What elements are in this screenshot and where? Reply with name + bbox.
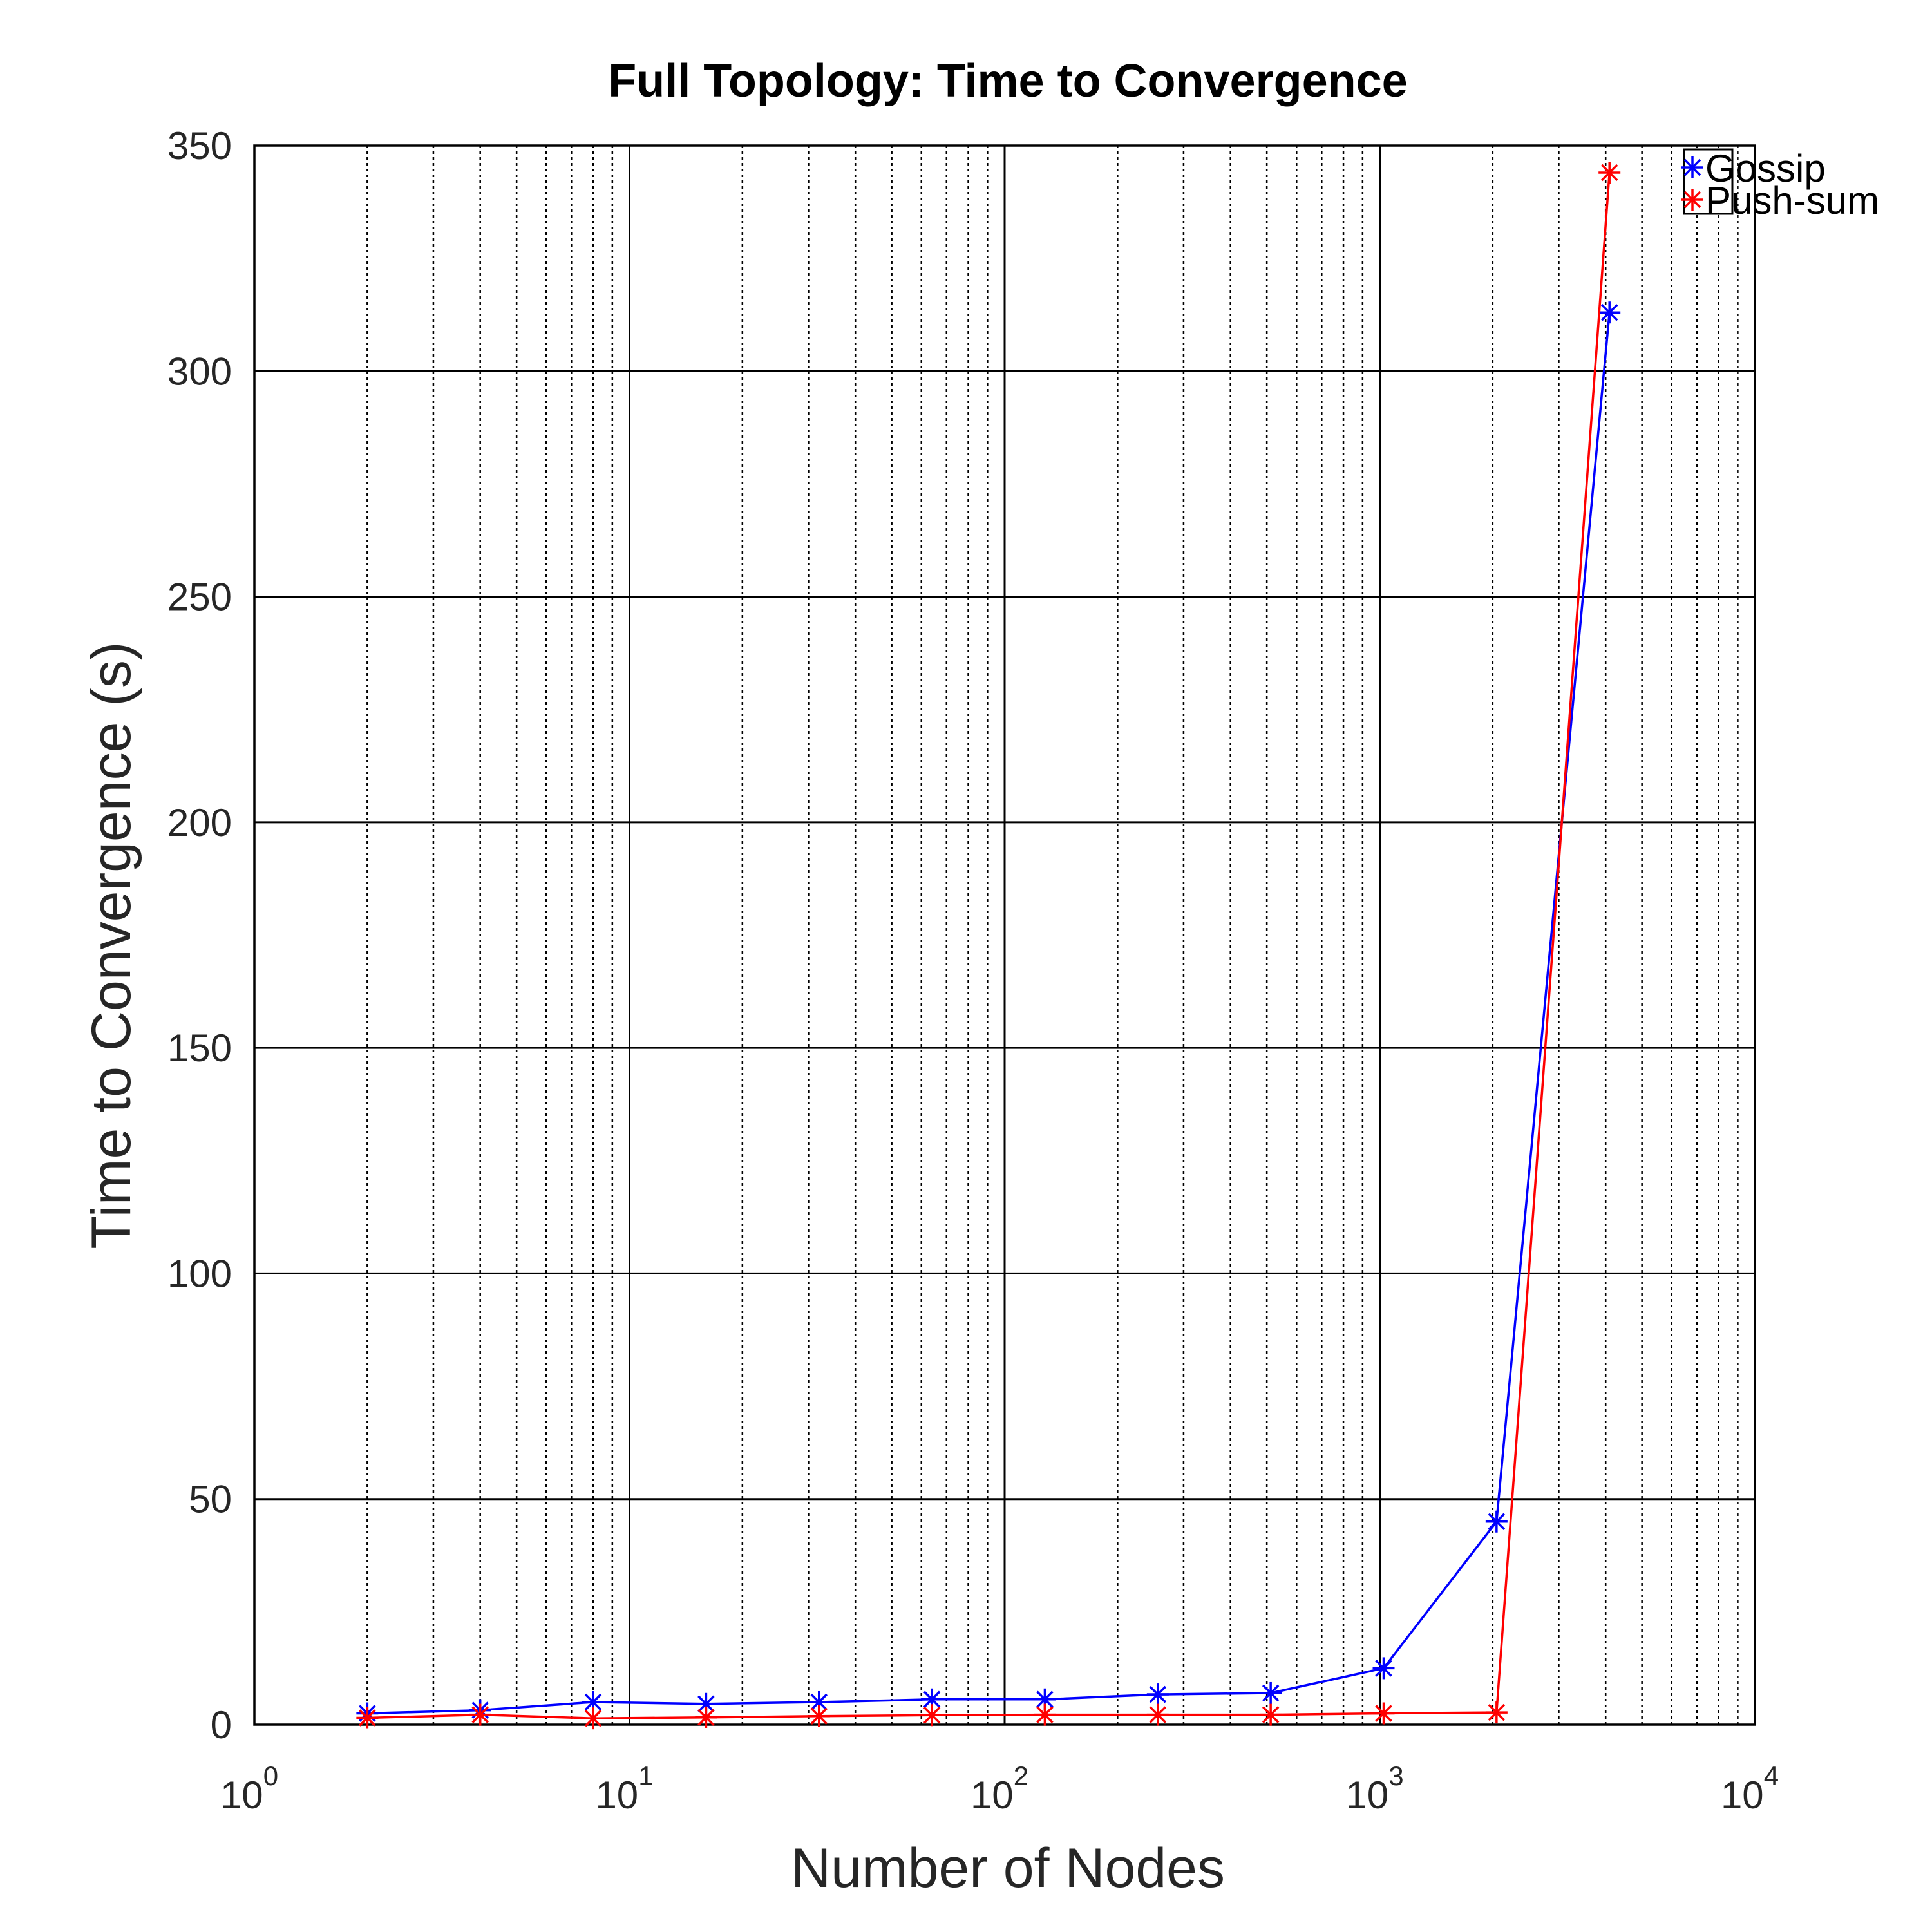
y-tick-label: 0 bbox=[211, 1703, 232, 1747]
chart-title: Full Topology: Time to Convergence bbox=[608, 55, 1407, 107]
y-tick-label: 100 bbox=[167, 1252, 232, 1295]
data-point-gossip bbox=[695, 1692, 717, 1715]
x-axis-ticks: 100 101 102 103 104 bbox=[220, 1761, 1779, 1817]
data-point-gossip bbox=[1372, 1657, 1395, 1680]
data-point-push-sum bbox=[1372, 1702, 1395, 1725]
data-point-push-sum bbox=[808, 1705, 830, 1727]
data-point-push-sum bbox=[695, 1706, 717, 1728]
series-line-push-sum bbox=[367, 172, 1611, 1719]
x-tick-label: 100 bbox=[220, 1761, 278, 1817]
y-axis-ticks: 0 50 100 150 200 250 300 350 bbox=[167, 124, 232, 1747]
data-point-push-sum bbox=[1146, 1703, 1169, 1726]
series-layer bbox=[356, 162, 1621, 1730]
y-tick-label: 350 bbox=[167, 124, 232, 167]
y-axis-label: Time to Convergence (s) bbox=[80, 641, 142, 1249]
data-point-push-sum bbox=[1598, 162, 1621, 184]
y-tick-label: 250 bbox=[167, 576, 232, 619]
data-point-gossip bbox=[1485, 1510, 1508, 1533]
x-tick-label: 101 bbox=[595, 1761, 653, 1817]
y-tick-label: 200 bbox=[167, 801, 232, 844]
data-point-push-sum bbox=[469, 1703, 491, 1726]
legend-marker-gossip bbox=[1681, 156, 1703, 178]
x-tick-label: 102 bbox=[971, 1761, 1028, 1817]
plot-frame bbox=[253, 144, 1756, 1726]
data-point-push-sum bbox=[582, 1707, 605, 1730]
data-point-push-sum bbox=[1260, 1703, 1282, 1726]
data-point-gossip bbox=[1598, 301, 1621, 324]
data-point-push-sum bbox=[1034, 1703, 1056, 1726]
legend-label-push-sum: Push-sum bbox=[1705, 179, 1879, 222]
data-point-gossip bbox=[808, 1690, 830, 1713]
data-point-gossip bbox=[1146, 1683, 1169, 1706]
y-tick-label: 300 bbox=[167, 350, 232, 393]
data-point-push-sum bbox=[356, 1707, 379, 1729]
legend-label-gossip: Gossip bbox=[1705, 147, 1826, 190]
x-tick-label: 103 bbox=[1345, 1761, 1403, 1817]
data-point-gossip bbox=[1260, 1681, 1282, 1704]
grid bbox=[253, 144, 1756, 1726]
x-tick-label: 104 bbox=[1721, 1761, 1779, 1817]
data-point-push-sum bbox=[921, 1704, 943, 1727]
plot-border bbox=[253, 144, 1756, 1726]
x-axis-label: Number of Nodes bbox=[791, 1837, 1225, 1899]
series-line-gossip bbox=[367, 312, 1611, 1715]
y-tick-label: 50 bbox=[189, 1478, 232, 1521]
y-tick-label: 150 bbox=[167, 1027, 232, 1070]
legend-marker-push-sum bbox=[1681, 189, 1703, 211]
data-point-push-sum bbox=[1485, 1701, 1508, 1724]
